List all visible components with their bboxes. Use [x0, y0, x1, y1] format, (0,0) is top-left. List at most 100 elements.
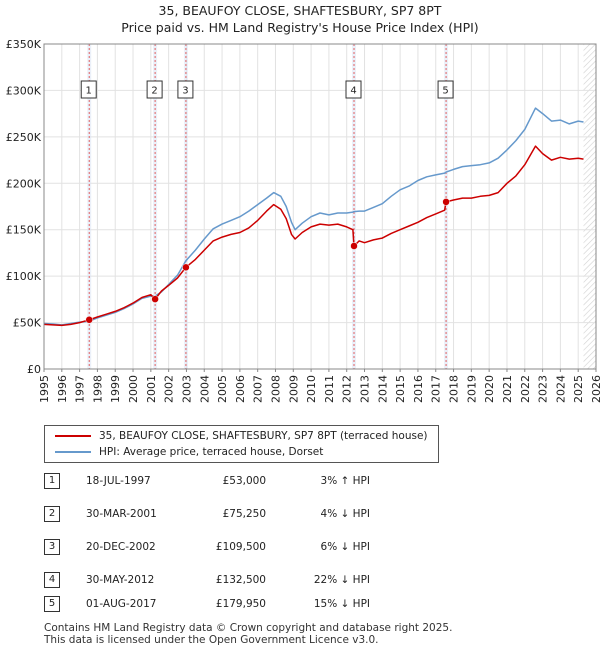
- chart-title: 35, BEAUFOY CLOSE, SHAFTESBURY, SP7 8PT …: [0, 2, 600, 36]
- sale-label-number: 5: [442, 86, 448, 97]
- y-tick-label: £0: [27, 363, 41, 376]
- sale-number-badge: 5: [44, 596, 60, 612]
- title-line-1: 35, BEAUFOY CLOSE, SHAFTESBURY, SP7 8PT: [158, 3, 442, 18]
- sale-hpi-diff: 22% ↓ HPI: [313, 574, 370, 586]
- x-tick-label: 2014: [376, 375, 389, 403]
- x-tick-label: 2023: [537, 375, 550, 403]
- x-tick-label: 2007: [252, 375, 265, 403]
- sale-band: [153, 44, 158, 369]
- sale-point: [182, 263, 190, 272]
- x-tick-label: 2008: [269, 375, 282, 403]
- sale-price: £53,000: [222, 475, 266, 487]
- x-tick-label: 2013: [359, 375, 372, 403]
- sale-band: [183, 44, 188, 369]
- x-tick-label: 2003: [180, 375, 193, 403]
- x-tick-label: 2011: [323, 375, 336, 403]
- x-tick-label: 2012: [341, 375, 354, 403]
- x-tick-label: 2022: [519, 375, 532, 403]
- x-tick-label: 1997: [74, 375, 87, 403]
- future-projection-region: [583, 44, 596, 369]
- x-tick-label: 2021: [501, 375, 514, 403]
- sale-band: [352, 44, 357, 369]
- sale-price: £132,500: [215, 574, 266, 586]
- y-tick-label: £100K: [6, 270, 42, 283]
- table-row: 3 20-DEC-2002 £109,500 6% ↓ HPI: [0, 539, 600, 555]
- sale-price: £109,500: [215, 541, 266, 553]
- y-tick-label: £50K: [13, 317, 42, 330]
- legend-swatch-property: [55, 435, 91, 437]
- sale-label-box: [146, 80, 163, 99]
- sale-point: [350, 242, 358, 250]
- plot-frame: [43, 43, 597, 370]
- sale-label-box: [345, 80, 362, 99]
- footer-line-1: Contains HM Land Registry data © Crown c…: [44, 622, 453, 634]
- sale-label-box: [437, 80, 454, 99]
- legend-label-hpi: HPI: Average price, terraced house, Dors…: [99, 446, 324, 458]
- sale-label-number: 1: [86, 86, 92, 97]
- sale-label-number: 2: [151, 86, 157, 97]
- x-tick-label: 2026: [590, 375, 600, 403]
- sale-number-badge: 2: [44, 506, 60, 522]
- x-tick-label: 2010: [305, 375, 318, 403]
- legend-item-hpi: HPI: Average price, terraced house, Dors…: [55, 444, 323, 460]
- sale-number-badge: 1: [44, 473, 60, 489]
- x-tick-label: 2006: [234, 375, 247, 403]
- x-tick-label: 2002: [163, 375, 176, 403]
- y-tick-label: £300K: [6, 84, 42, 97]
- title-line-2: Price paid vs. HM Land Registry's House …: [121, 20, 479, 35]
- footer-line-2: This data is licensed under the Open Gov…: [44, 634, 379, 646]
- x-tick-label: 1996: [56, 375, 69, 403]
- x-tick-label: 2009: [287, 375, 300, 403]
- sale-date: 30-MAR-2001: [86, 508, 157, 520]
- table-row: 1 18-JUL-1997 £53,000 3% ↑ HPI: [0, 473, 600, 489]
- table-row: 2 30-MAR-2001 £75,250 4% ↓ HPI: [0, 506, 600, 522]
- footer-attribution: Contains HM Land Registry data © Crown c…: [44, 622, 452, 646]
- x-tick-label: 2024: [554, 375, 567, 403]
- x-tick-label: 2020: [483, 375, 496, 403]
- x-tick-label: 1998: [91, 375, 104, 403]
- legend-label-property: 35, BEAUFOY CLOSE, SHAFTESBURY, SP7 8PT …: [99, 430, 428, 442]
- y-tick-label: £150K: [6, 224, 42, 237]
- x-tick-label: 2018: [448, 375, 461, 403]
- x-tick-label: 2016: [412, 375, 425, 403]
- sale-date: 18-JUL-1997: [86, 475, 151, 487]
- sale-price: £75,250: [222, 508, 266, 520]
- sale-hpi-diff: 15% ↓ HPI: [313, 598, 370, 610]
- x-tick-label: 2005: [216, 375, 229, 403]
- chart-legend: 35, BEAUFOY CLOSE, SHAFTESBURY, SP7 8PT …: [44, 425, 439, 463]
- sale-band: [87, 44, 92, 369]
- sale-number-badge: 4: [44, 572, 60, 588]
- y-tick-label: £350K: [6, 38, 42, 51]
- sale-number-badge: 3: [44, 539, 60, 555]
- y-tick-label: £250K: [6, 131, 42, 144]
- sale-label-number: 3: [182, 86, 188, 97]
- sale-date: 30-MAY-2012: [86, 574, 155, 586]
- sale-band: [444, 44, 449, 369]
- sale-point: [85, 316, 93, 324]
- sale-hpi-diff: 6% ↓ HPI: [320, 541, 370, 553]
- sale-point: [442, 198, 450, 206]
- x-tick-label: 2000: [127, 375, 140, 403]
- sale-hpi-diff: 4% ↓ HPI: [320, 508, 370, 520]
- sale-date: 01-AUG-2017: [86, 598, 157, 610]
- sale-label-number: 4: [350, 86, 356, 97]
- x-tick-label: 2001: [145, 375, 158, 403]
- table-row: 4 30-MAY-2012 £132,500 22% ↓ HPI: [0, 572, 600, 588]
- plot-area: [44, 44, 596, 369]
- sale-date: 20-DEC-2002: [86, 541, 156, 553]
- x-tick-label: 2017: [430, 375, 443, 403]
- sale-price: £179,950: [215, 598, 266, 610]
- table-row: 5 01-AUG-2017 £179,950 15% ↓ HPI: [0, 596, 600, 612]
- x-tick-label: 2025: [572, 375, 585, 403]
- sale-label-box: [80, 80, 97, 99]
- legend-item-property: 35, BEAUFOY CLOSE, SHAFTESBURY, SP7 8PT …: [55, 428, 428, 444]
- sale-point: [151, 295, 159, 303]
- x-tick-label: 1999: [109, 375, 122, 403]
- x-tick-label: 2004: [198, 375, 211, 403]
- legend-swatch-hpi: [55, 451, 91, 453]
- price-chart: 1 2 3 4 5 £0 £50K £100K £150K £200K £250K £300K £35…: [6, 38, 600, 403]
- hpi-line: [43, 107, 584, 326]
- property-price-line: [43, 145, 584, 327]
- sale-label-box: [177, 80, 194, 99]
- x-tick-label: 2019: [465, 375, 478, 403]
